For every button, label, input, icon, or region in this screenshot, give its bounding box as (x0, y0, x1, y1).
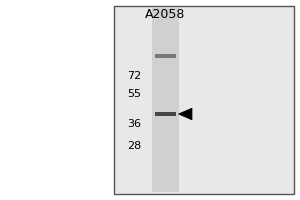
Bar (152, 8, 178, 192)
Text: 36: 36 (127, 119, 141, 129)
Polygon shape (178, 108, 192, 120)
Text: 28: 28 (127, 141, 141, 151)
Bar (154, 112, 176, 116)
Bar (154, 54, 176, 58)
Bar (114, 6, 294, 194)
Text: A2058: A2058 (145, 8, 185, 21)
Text: 72: 72 (127, 71, 141, 81)
Text: 55: 55 (127, 89, 141, 99)
